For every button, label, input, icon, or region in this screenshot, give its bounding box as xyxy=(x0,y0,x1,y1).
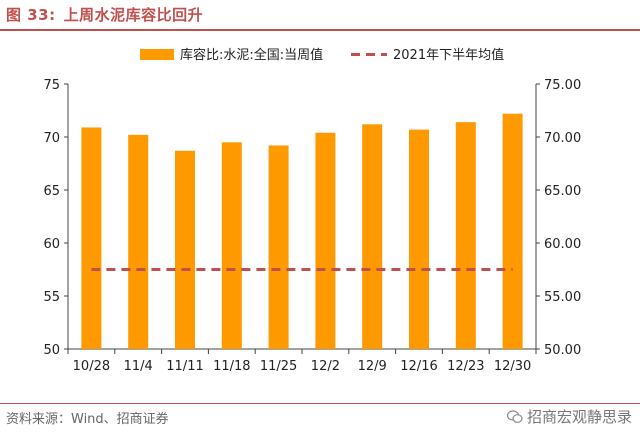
y-right-tick-label: 70.00 xyxy=(544,131,581,146)
x-tick-label: 10/28 xyxy=(73,359,110,374)
y-left-tick-label: 50 xyxy=(43,343,60,358)
legend-bar-label: 库容比:水泥:全国:当周值 xyxy=(180,47,323,63)
bar xyxy=(455,122,476,349)
x-axis-ticks: 10/28 11/4 11/11 11/18 11/25 12/2 12/9 12/16 12/… xyxy=(67,349,537,374)
legend: 库容比:水泥:全国:当周值 2021年下半年均值 xyxy=(140,47,504,63)
figure-title-text: 上周水泥库容比回升 xyxy=(63,6,204,24)
y-left-tick-label: 55 xyxy=(43,290,60,305)
x-tick-label: 11/25 xyxy=(260,359,297,374)
figure-title: 图 33: 上周水泥库容比回升 xyxy=(6,4,203,25)
x-tick-label: 11/4 xyxy=(124,359,153,374)
watermark-text: 招商宏观静思录 xyxy=(526,408,632,426)
x-tick-label: 12/23 xyxy=(447,359,484,374)
bar xyxy=(81,127,102,350)
x-tick-label: 11/18 xyxy=(213,359,250,374)
y-left-tick-label: 60 xyxy=(43,237,60,252)
watermark: 招商宏观静思录 xyxy=(506,406,632,427)
bar xyxy=(175,150,195,349)
title-divider xyxy=(0,29,640,31)
y-right-tick-label: 55.00 xyxy=(544,290,581,305)
legend-bar-swatch xyxy=(140,49,174,60)
x-tick-label: 12/2 xyxy=(311,359,340,374)
bar xyxy=(315,132,336,349)
x-tick-label: 12/30 xyxy=(494,359,531,374)
footer-divider xyxy=(0,403,640,404)
y-right-tick-label: 50.00 xyxy=(544,343,581,358)
y-left-tick-label: 65 xyxy=(43,184,60,199)
bar-series xyxy=(81,113,523,350)
bar xyxy=(221,142,242,349)
x-tick-label: 12/16 xyxy=(400,359,437,374)
y-left-tick-label: 75 xyxy=(43,78,60,93)
y-right-tick-label: 75.00 xyxy=(544,78,581,93)
x-tick-label: 11/11 xyxy=(166,359,203,374)
figure-number: 图 33: xyxy=(6,6,56,24)
legend-line-label: 2021年下半年均值 xyxy=(393,47,504,63)
wechat-icon xyxy=(506,409,523,423)
x-tick-label: 12/9 xyxy=(358,359,387,374)
bar xyxy=(409,129,429,349)
bar xyxy=(362,124,383,349)
y-right-tick-label: 65.00 xyxy=(544,184,581,199)
y-left-tick-label: 70 xyxy=(43,131,60,146)
bar xyxy=(502,113,523,350)
source-note: 资料来源：Wind、招商证券 xyxy=(6,412,169,427)
bar xyxy=(128,134,149,349)
y-right-ticks: 50.00 55.00 60.00 65.00 70.00 75.00 xyxy=(536,78,581,358)
y-left-ticks: 50 55 60 65 70 75 xyxy=(43,78,68,358)
y-right-tick-label: 60.00 xyxy=(544,237,581,252)
bar xyxy=(268,145,289,349)
bar-line-chart: 库容比:水泥:全国:当周值 2021年下半年均值 10/28 11/4 11/11 11… xyxy=(43,47,581,374)
